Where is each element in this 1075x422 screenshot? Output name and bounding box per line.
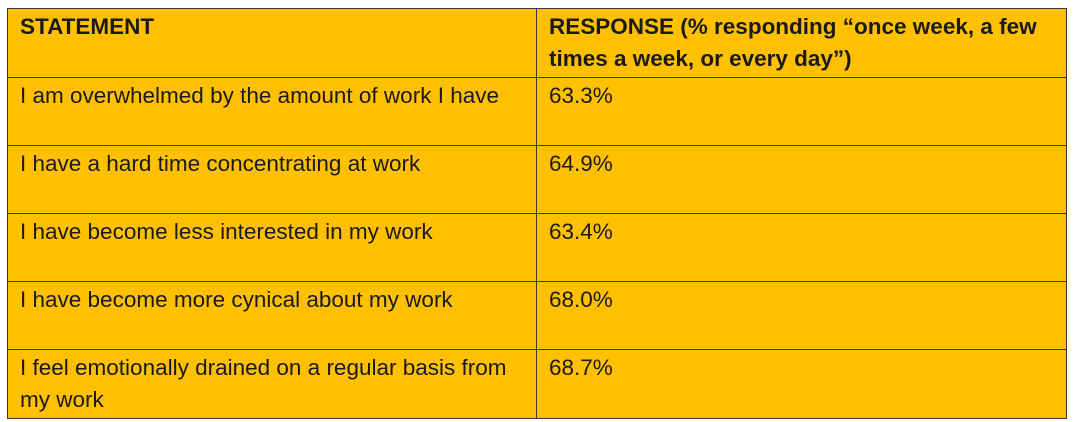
response-cell: 68.7% (536, 349, 1067, 419)
statement-cell: I have a hard time concentrating at work (7, 145, 537, 214)
table-row: I am overwhelmed by the amount of work I… (7, 77, 1067, 146)
response-cell: 64.9% (536, 145, 1067, 214)
statement-cell: I have become less interested in my work (7, 213, 537, 282)
table-row: I have become more cynical about my work… (7, 281, 1067, 350)
response-column-header: RESPONSE (% responding “once week, a few… (536, 8, 1067, 78)
survey-results-table: STATEMENT RESPONSE (% responding “once w… (7, 8, 1067, 419)
statement-cell: I am overwhelmed by the amount of work I… (7, 77, 537, 146)
table-header-row: STATEMENT RESPONSE (% responding “once w… (7, 8, 1067, 78)
statement-cell: I feel emotionally drained on a regular … (7, 349, 537, 419)
table-row: I have a hard time concentrating at work… (7, 145, 1067, 214)
table-row: I feel emotionally drained on a regular … (7, 349, 1067, 419)
survey-table-container: STATEMENT RESPONSE (% responding “once w… (7, 8, 1067, 419)
response-cell: 63.3% (536, 77, 1067, 146)
statement-cell: I have become more cynical about my work (7, 281, 537, 350)
statement-column-header: STATEMENT (7, 8, 537, 78)
response-cell: 68.0% (536, 281, 1067, 350)
response-cell: 63.4% (536, 213, 1067, 282)
table-row: I have become less interested in my work… (7, 213, 1067, 282)
